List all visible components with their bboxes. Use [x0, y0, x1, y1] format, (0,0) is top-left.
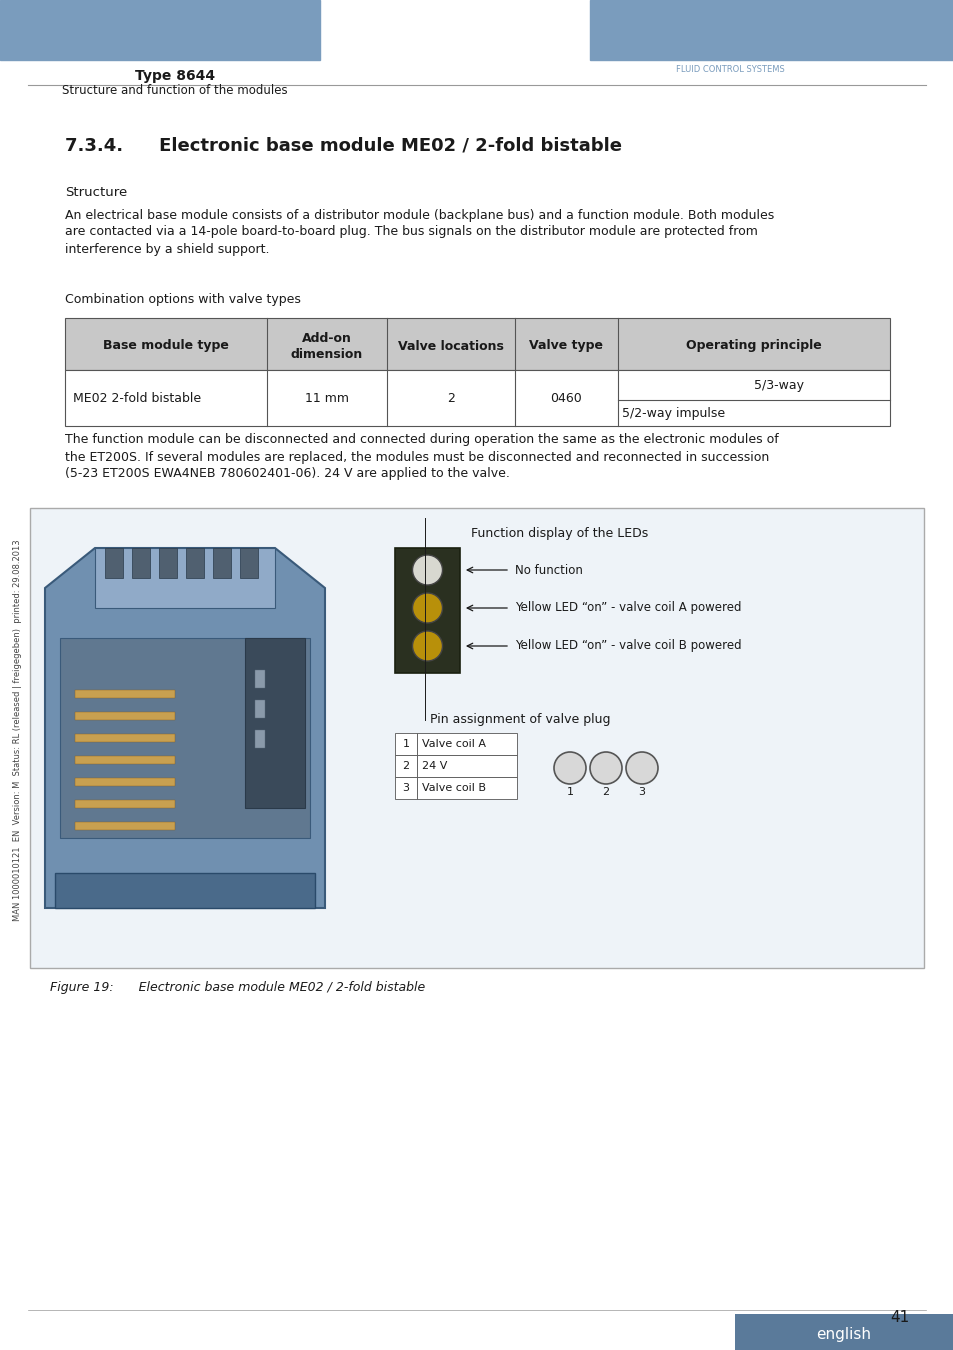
Text: 11 mm: 11 mm — [305, 392, 349, 405]
Bar — [240, 548, 257, 578]
Text: 5/2-way impulse: 5/2-way impulse — [621, 406, 724, 420]
Text: 24 V: 24 V — [421, 761, 447, 771]
Bar — [416, 733, 517, 755]
Bar — [65, 319, 889, 370]
Text: Function display of the LEDs: Function display of the LEDs — [471, 526, 648, 540]
Text: Base module type: Base module type — [103, 339, 229, 352]
Text: Valve type: Valve type — [529, 339, 602, 352]
Text: Type 8644: Type 8644 — [134, 69, 214, 82]
Text: Add-on: Add-on — [302, 332, 352, 344]
Circle shape — [589, 752, 621, 784]
Text: 2: 2 — [402, 761, 409, 771]
Text: 7.3.4.  Electronic base module ME02 / 2-fold bistable: 7.3.4. Electronic base module ME02 / 2-f… — [65, 136, 621, 154]
Bar — [75, 756, 174, 764]
Text: interference by a shield support.: interference by a shield support. — [65, 243, 269, 255]
Text: No function: No function — [515, 563, 582, 576]
Bar — [589, 0, 953, 59]
Text: dimension: dimension — [291, 347, 363, 360]
Bar — [254, 701, 265, 718]
Text: FLUID CONTROL SYSTEMS: FLUID CONTROL SYSTEMS — [675, 66, 783, 74]
Bar — [75, 690, 174, 698]
Bar — [395, 548, 459, 674]
Text: Valve coil B: Valve coil B — [421, 783, 485, 792]
Text: burkert: burkert — [671, 38, 787, 66]
Bar — [65, 370, 889, 427]
Text: MAN 1000010121  EN  Version: M  Status: RL (released | freigegeben)  printed: 29: MAN 1000010121 EN Version: M Status: RL … — [13, 539, 23, 921]
Bar — [245, 639, 305, 809]
Bar — [416, 778, 517, 799]
Text: are contacted via a 14-pole board-to-board plug. The bus signals on the distribu: are contacted via a 14-pole board-to-boa… — [65, 225, 757, 239]
Text: 1: 1 — [402, 738, 409, 749]
Bar — [159, 548, 177, 578]
Text: Figure 19:  Electronic base module ME02 / 2-fold bistable: Figure 19: Electronic base module ME02 /… — [50, 981, 425, 995]
Bar — [75, 778, 174, 786]
Circle shape — [412, 555, 442, 585]
Bar — [734, 1314, 953, 1350]
Circle shape — [554, 752, 585, 784]
Circle shape — [412, 630, 442, 662]
Text: 41: 41 — [889, 1311, 908, 1326]
Text: 2: 2 — [446, 392, 455, 405]
Bar — [669, 40, 677, 49]
Polygon shape — [45, 548, 325, 909]
Bar — [75, 734, 174, 743]
Bar — [395, 733, 416, 755]
Bar — [30, 508, 923, 968]
Bar — [659, 40, 665, 49]
Text: the ET200S. If several modules are replaced, the modules must be disconnected an: the ET200S. If several modules are repla… — [65, 451, 768, 463]
Bar — [395, 778, 416, 799]
Bar — [55, 873, 314, 909]
Polygon shape — [95, 548, 274, 608]
Text: Yellow LED “on” - valve coil A powered: Yellow LED “on” - valve coil A powered — [515, 602, 740, 614]
Bar — [647, 40, 655, 49]
Text: Combination options with valve types: Combination options with valve types — [65, 293, 300, 306]
Text: Yellow LED “on” - valve coil B powered: Yellow LED “on” - valve coil B powered — [515, 640, 740, 652]
Text: Pin assignment of valve plug: Pin assignment of valve plug — [430, 714, 610, 726]
Text: Valve coil A: Valve coil A — [421, 738, 485, 749]
Bar — [132, 548, 150, 578]
Text: 2: 2 — [601, 787, 609, 796]
Bar — [254, 730, 265, 748]
Bar — [254, 670, 265, 688]
Text: Structure: Structure — [65, 185, 127, 198]
Text: 3: 3 — [638, 787, 645, 796]
Bar — [0, 0, 319, 59]
Bar — [105, 548, 123, 578]
Text: 1: 1 — [566, 787, 573, 796]
Text: An electrical base module consists of a distributor module (backplane bus) and a: An electrical base module consists of a … — [65, 208, 774, 221]
Text: 0460: 0460 — [550, 392, 581, 405]
Text: english: english — [816, 1327, 871, 1342]
Text: Operating principle: Operating principle — [685, 339, 821, 352]
Circle shape — [625, 752, 658, 784]
Text: Valve locations: Valve locations — [397, 339, 503, 352]
Circle shape — [412, 593, 442, 622]
Text: (5-23 ET200S EWA4NEB 780602401-06). 24 V are applied to the valve.: (5-23 ET200S EWA4NEB 780602401-06). 24 V… — [65, 467, 509, 481]
Text: 3: 3 — [402, 783, 409, 792]
Bar — [416, 755, 517, 778]
Text: 5/3-way: 5/3-way — [753, 378, 803, 392]
Bar — [75, 801, 174, 809]
Bar — [186, 548, 204, 578]
Text: The function module can be disconnected and connected during operation the same : The function module can be disconnected … — [65, 433, 778, 447]
Text: Structure and function of the modules: Structure and function of the modules — [62, 85, 288, 97]
Text: ME02 2-fold bistable: ME02 2-fold bistable — [73, 392, 201, 405]
Bar — [60, 639, 310, 838]
Bar — [395, 755, 416, 778]
Bar — [75, 711, 174, 720]
Bar — [75, 822, 174, 830]
Bar — [213, 548, 231, 578]
